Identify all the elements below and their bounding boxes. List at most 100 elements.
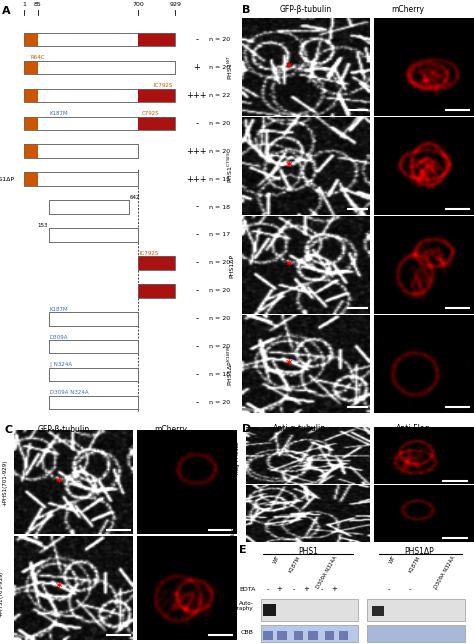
Bar: [123, 200, 129, 214]
Bar: [66, 340, 73, 354]
Bar: [132, 396, 138, 410]
Bar: [37, 173, 45, 186]
Text: PHS1ΔP
+PHS1(701-929): PHS1ΔP +PHS1(701-929): [0, 459, 7, 506]
Text: n = 20: n = 20: [209, 289, 230, 294]
Bar: [91, 368, 97, 381]
Bar: [118, 173, 125, 186]
Text: +: +: [193, 63, 200, 72]
Text: -: -: [195, 398, 198, 407]
Text: +++: +++: [186, 147, 207, 156]
Bar: [24, 61, 175, 74]
Bar: [51, 33, 58, 46]
Text: Flag-PHS1ΔP$^{K187M}$: Flag-PHS1ΔP$^{K187M}$: [229, 488, 239, 538]
Text: n = 20: n = 20: [209, 37, 230, 42]
Text: *: *: [286, 160, 292, 173]
Text: -: -: [195, 203, 198, 211]
Bar: [44, 173, 51, 186]
Bar: [71, 89, 78, 102]
Bar: [44, 33, 51, 46]
Bar: [51, 117, 58, 130]
Bar: [86, 200, 91, 214]
Text: -: -: [266, 586, 269, 592]
Bar: [84, 144, 91, 158]
Bar: [131, 89, 138, 102]
Text: *: *: [56, 582, 63, 594]
Bar: [49, 312, 138, 325]
Bar: [118, 200, 123, 214]
Bar: [84, 368, 91, 381]
Bar: [84, 33, 91, 46]
Bar: [73, 312, 79, 325]
Bar: [49, 396, 138, 410]
Text: -: -: [409, 586, 411, 592]
Text: | N324A: | N324A: [50, 362, 72, 368]
Bar: [58, 173, 64, 186]
Bar: [263, 631, 273, 640]
Bar: [372, 606, 384, 616]
Bar: [44, 89, 51, 102]
Bar: [126, 396, 132, 410]
Bar: [44, 117, 51, 130]
Bar: [66, 312, 73, 325]
Bar: [78, 33, 85, 46]
Bar: [98, 33, 105, 46]
Bar: [118, 33, 125, 46]
Bar: [84, 312, 91, 325]
Bar: [138, 284, 175, 298]
Text: mCherry: mCherry: [154, 424, 187, 433]
Text: B: B: [242, 5, 250, 15]
Bar: [91, 340, 97, 354]
Bar: [102, 368, 109, 381]
Bar: [91, 173, 98, 186]
Bar: [105, 33, 111, 46]
Bar: [84, 340, 91, 354]
Bar: [96, 396, 102, 410]
Text: +++: +++: [186, 91, 207, 100]
Text: 642: 642: [130, 194, 140, 200]
Text: -: -: [195, 258, 198, 267]
Bar: [24, 144, 37, 158]
Text: WT: WT: [389, 555, 397, 565]
Bar: [61, 312, 67, 325]
Bar: [58, 33, 64, 46]
Bar: [294, 631, 303, 640]
Bar: [112, 200, 118, 214]
Text: D309A: D309A: [50, 334, 68, 339]
Bar: [263, 604, 276, 616]
Bar: [61, 340, 67, 354]
Text: n = 18: n = 18: [209, 205, 229, 209]
Bar: [91, 89, 98, 102]
Bar: [24, 173, 37, 186]
Bar: [102, 340, 109, 354]
Bar: [126, 340, 132, 354]
Bar: [98, 89, 105, 102]
Bar: [73, 340, 79, 354]
Text: Anti-α-tubulin: Anti-α-tubulin: [273, 424, 326, 433]
Bar: [108, 340, 114, 354]
Bar: [68, 228, 72, 242]
Text: n = 20: n = 20: [209, 400, 230, 405]
Bar: [138, 284, 175, 298]
Bar: [24, 173, 138, 186]
Bar: [24, 117, 175, 130]
Bar: [79, 340, 85, 354]
Bar: [138, 33, 175, 46]
Bar: [96, 312, 102, 325]
Bar: [111, 33, 118, 46]
Bar: [367, 599, 465, 621]
Bar: [120, 368, 126, 381]
Text: -: -: [387, 586, 390, 592]
Text: +++: +++: [186, 175, 207, 184]
Text: Anti-Flag: Anti-Flag: [396, 424, 430, 433]
Bar: [24, 144, 138, 158]
Bar: [75, 200, 81, 214]
Bar: [66, 396, 73, 410]
Text: n = 20: n = 20: [209, 345, 230, 349]
Bar: [81, 200, 86, 214]
Bar: [114, 368, 120, 381]
Bar: [55, 340, 61, 354]
Text: +: +: [331, 586, 337, 592]
Bar: [79, 228, 83, 242]
Bar: [59, 200, 65, 214]
Bar: [24, 117, 37, 130]
